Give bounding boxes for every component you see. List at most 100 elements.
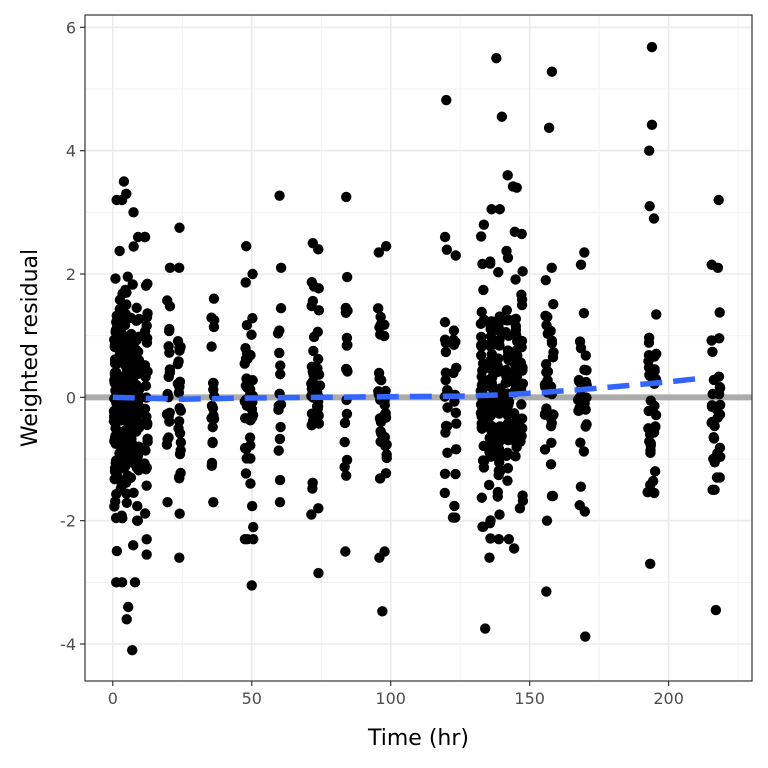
- data-point: [206, 312, 217, 323]
- data-point: [313, 503, 324, 514]
- data-point: [121, 188, 132, 200]
- data-point: [712, 262, 724, 274]
- data-points: [108, 41, 726, 656]
- data-point: [341, 191, 352, 203]
- data-point: [275, 303, 287, 314]
- data-point: [517, 495, 529, 507]
- data-point: [313, 283, 324, 294]
- data-point: [475, 350, 487, 361]
- data-point: [341, 408, 353, 420]
- data-point: [132, 403, 144, 414]
- data-point: [381, 439, 392, 450]
- data-point: [715, 451, 726, 462]
- data-point: [646, 41, 658, 53]
- data-point: [163, 432, 174, 443]
- data-point: [485, 533, 496, 544]
- data-point: [441, 421, 453, 432]
- data-point: [710, 604, 722, 616]
- data-point: [129, 577, 141, 588]
- data-point: [493, 533, 505, 545]
- data-point: [541, 515, 553, 526]
- data-point: [175, 445, 186, 456]
- x-tick-label: 150: [514, 689, 545, 708]
- data-point: [141, 311, 153, 323]
- data-point: [713, 333, 725, 344]
- data-point: [375, 311, 386, 323]
- data-point: [502, 463, 514, 474]
- data-point: [275, 360, 286, 371]
- smooth-line-layer: [112, 376, 697, 402]
- data-point: [486, 204, 497, 215]
- data-point: [500, 364, 512, 376]
- data-point: [478, 284, 489, 296]
- data-point: [651, 309, 662, 320]
- data-point: [111, 545, 123, 557]
- data-point: [110, 273, 121, 284]
- axes: 0 50 100 150 200 -4 -2 0 2 4 6: [60, 18, 684, 708]
- data-point: [341, 271, 353, 283]
- data-point: [644, 200, 655, 212]
- data-point: [581, 365, 592, 376]
- data-point: [539, 444, 551, 455]
- data-point: [162, 496, 173, 508]
- data-point: [448, 325, 460, 336]
- data-point: [501, 429, 512, 440]
- data-point: [379, 546, 390, 557]
- data-point: [128, 241, 139, 252]
- data-point: [174, 222, 185, 233]
- data-point: [509, 408, 520, 419]
- data-point: [133, 395, 144, 406]
- data-point: [173, 387, 185, 398]
- data-point: [707, 484, 718, 496]
- data-point: [650, 409, 662, 421]
- data-point: [128, 207, 139, 218]
- data-point: [239, 533, 251, 545]
- data-point: [131, 344, 142, 356]
- data-point: [274, 347, 285, 359]
- data-point: [139, 508, 151, 519]
- data-point: [173, 416, 185, 427]
- data-point: [649, 487, 660, 499]
- panel-border: [84, 14, 753, 682]
- data-point: [449, 500, 460, 512]
- data-point: [442, 447, 453, 459]
- data-point: [140, 363, 151, 374]
- data-point: [117, 513, 128, 524]
- data-point: [711, 472, 723, 483]
- data-point: [492, 398, 504, 410]
- data-point: [503, 533, 515, 545]
- data-point: [483, 479, 495, 491]
- data-point: [379, 330, 390, 342]
- data-point: [139, 231, 150, 243]
- data-point: [580, 350, 592, 361]
- data-point: [441, 94, 452, 106]
- data-point: [141, 333, 153, 344]
- data-point: [274, 433, 286, 445]
- data-point: [380, 385, 391, 397]
- data-point: [575, 259, 587, 270]
- data-point: [649, 365, 660, 377]
- data-point: [140, 280, 152, 291]
- data-point: [119, 319, 131, 331]
- data-point: [248, 521, 259, 533]
- data-point: [712, 412, 723, 423]
- data-point: [372, 303, 384, 314]
- data-point: [207, 421, 218, 433]
- data-point: [439, 316, 451, 328]
- data-point: [109, 501, 120, 512]
- data-point: [141, 534, 152, 545]
- data-point: [313, 244, 324, 255]
- data-point: [127, 644, 138, 656]
- data-point: [548, 409, 559, 421]
- data-point: [161, 409, 173, 420]
- data-point: [206, 341, 217, 352]
- y-tick-label: 2: [66, 265, 76, 284]
- data-point: [496, 111, 508, 122]
- data-point: [247, 313, 258, 324]
- data-point: [174, 508, 185, 519]
- data-point: [500, 326, 511, 338]
- data-point: [580, 376, 592, 388]
- data-point: [450, 444, 462, 455]
- data-point: [545, 420, 557, 432]
- data-point: [116, 577, 128, 588]
